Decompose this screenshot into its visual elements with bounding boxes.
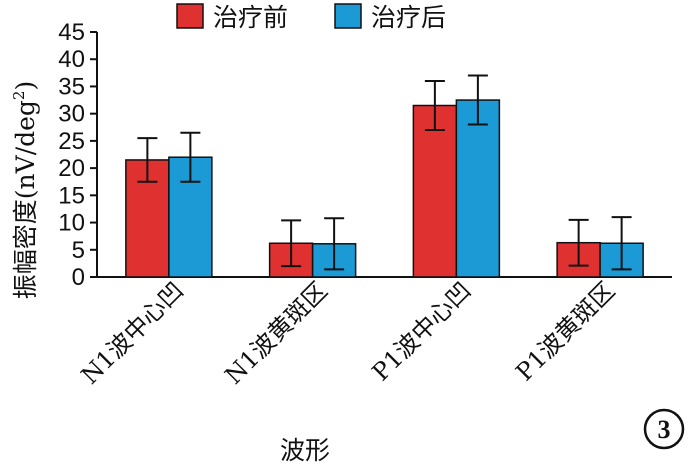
y-tick-label: 40 [58, 46, 85, 73]
legend: 治疗前 治疗后 [176, 3, 446, 32]
bar-group [125, 137, 170, 278]
badge-circle [643, 408, 685, 450]
bar-group [311, 217, 357, 278]
legend-swatch [334, 3, 362, 29]
legend-swatch [176, 3, 204, 29]
legend-item: 治疗后 [334, 3, 446, 32]
y-tick-label: 35 [58, 73, 85, 100]
bar [412, 104, 458, 278]
x-tick-label: P1波中心凹 [367, 276, 477, 386]
y-axis-title-suffix: ) [11, 81, 40, 91]
y-axis-title-superscript: 2 [10, 91, 28, 101]
y-tick-label: 15 [58, 182, 85, 209]
y-axis-title: 振幅密度(nV/deg2) [10, 81, 40, 299]
bar [455, 99, 501, 278]
x-tick-labels: N1波中心凹 N1波黄斑区 P1波中心凹 P1波黄斑区 [76, 276, 621, 389]
y-axis-title-main: 振幅密度(nV/deg [11, 100, 40, 299]
x-tick-label: N1波黄斑区 [220, 276, 333, 389]
bar-group [168, 131, 213, 278]
y-tick-label: 20 [58, 155, 85, 182]
bar-group [599, 216, 644, 278]
legend-item: 治疗前 [176, 3, 288, 32]
legend-label: 治疗后 [371, 3, 446, 32]
y-tick-label: 45 [58, 19, 85, 46]
bars [125, 74, 644, 278]
x-tick-label: P1波黄斑区 [510, 276, 620, 386]
y-tick-label: 0 [72, 264, 85, 291]
y-tick-label: 10 [58, 210, 85, 237]
badge-number: 3 [658, 415, 671, 444]
y-tick-label: 5 [72, 237, 85, 264]
y-tick-label: 30 [58, 101, 85, 128]
y-tick-label: 25 [58, 128, 85, 155]
x-axis-title: 波形 [280, 436, 330, 465]
bar-group [412, 80, 458, 278]
bar-group [268, 219, 314, 278]
bar-group [455, 74, 501, 278]
bar-group [556, 218, 601, 278]
legend-label: 治疗前 [213, 3, 288, 32]
figure-badge: 3 [643, 408, 685, 450]
x-tick-label: N1波中心凹 [76, 276, 189, 389]
